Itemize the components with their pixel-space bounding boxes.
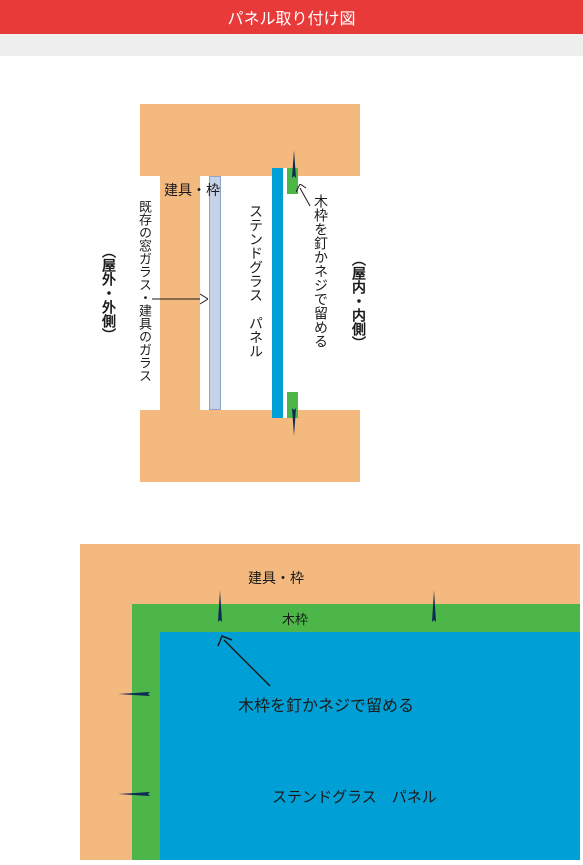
panel-blue-top — [272, 168, 283, 418]
gray-band — [0, 34, 583, 56]
panel-white-gap — [283, 168, 287, 418]
nail-top-2 — [284, 404, 304, 436]
bottom-wood-left — [132, 632, 160, 860]
label-panel-top: ステンドグラス パネル — [246, 204, 266, 358]
label-outside: （屋外・外側） — [99, 244, 119, 342]
arrow-nail-top — [296, 184, 314, 208]
label-panel-bottom: ステンドグラス パネル — [272, 786, 437, 807]
nail-b-left-2 — [118, 782, 158, 806]
nail-b-top-2 — [422, 590, 446, 630]
label-frame-top: 建具・枠 — [164, 180, 220, 200]
top-frame-upper — [140, 104, 360, 176]
nail-b-top-1 — [208, 590, 232, 630]
bottom-frame — [80, 544, 580, 604]
arrow-nail-bottom — [216, 632, 276, 690]
diagram-stage: 建具・枠 （屋外・外側） 既存の窓ガラス・建具のガラス ステンドグラス パネル … — [0, 56, 583, 865]
label-inside: （屋内・内側） — [349, 252, 369, 350]
label-wood-bottom: 木枠 — [282, 609, 308, 628]
label-existing-glass: 既存の窓ガラス・建具のガラス — [135, 200, 154, 382]
existing-glass — [209, 176, 221, 410]
banner-title: パネル取り付け図 — [227, 5, 355, 29]
nail-top-1 — [284, 150, 304, 182]
label-nail-note-bottom: 木枠を釘かネジで留める — [238, 692, 414, 716]
bottom-frame-left — [80, 604, 132, 860]
arrow-existing-glass — [152, 292, 208, 306]
bottom-wood-top — [132, 604, 580, 632]
label-frame-bottom: 建具・枠 — [248, 568, 304, 588]
label-nail-note-top: 木枠を釘かネジで留める — [311, 194, 331, 348]
nail-b-left-1 — [118, 682, 158, 706]
top-frame-lower — [140, 410, 360, 482]
banner: パネル取り付け図 — [0, 0, 583, 34]
